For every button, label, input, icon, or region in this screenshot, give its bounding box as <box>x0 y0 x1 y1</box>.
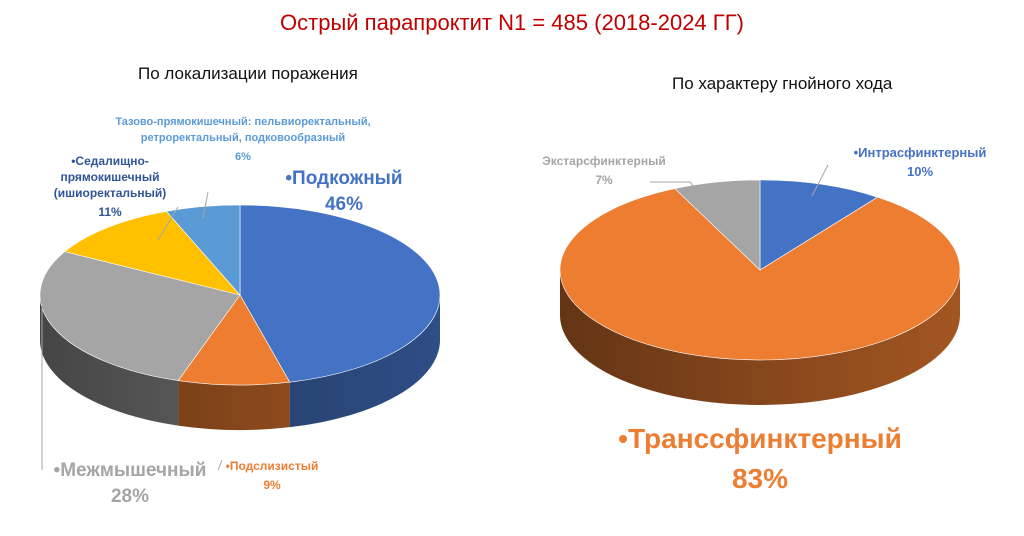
leader-line-4 <box>811 164 829 197</box>
leader-line-1 <box>202 191 209 219</box>
data-label-left-3-value: 11% <box>98 205 122 219</box>
data-label-left-0-name-0: •Подкожный <box>285 168 402 189</box>
data-labels: •Подкожный 46% •Подслизистый 9% •Межмышечный… <box>54 116 987 507</box>
data-label-left-4-value: 6% <box>235 151 251 163</box>
pie-left-slice-4 <box>165 204 241 296</box>
leader-line-0 <box>157 206 179 241</box>
chart-left-title: По локализации поражения <box>138 64 358 83</box>
data-label-right-1-value: 83% <box>732 463 788 494</box>
leader-lines <box>41 164 829 471</box>
pie-chart-right <box>559 179 961 405</box>
pie-left-sides <box>40 295 440 430</box>
pie-left-side-shading <box>40 295 440 430</box>
page-title: Острый парапроктит N1 = 485 (2018-2024 Г… <box>280 10 744 35</box>
data-label-left-1-value: 9% <box>263 478 281 492</box>
pie-left-slice-2 <box>39 251 241 381</box>
pie-right-slice-2 <box>674 179 761 271</box>
pie-left-slice-1 <box>177 294 291 386</box>
data-label-left-3-name-1: прямокишечный <box>60 170 159 184</box>
pie-left-slice-3 <box>64 210 241 296</box>
data-label-right-0: •Интрасфинктерный 10% <box>854 145 987 179</box>
pie-right-sides <box>560 270 960 405</box>
data-label-right-2-value: 7% <box>595 173 613 187</box>
data-label-left-4-name-1: ретроректальный, подковообразный <box>141 132 345 144</box>
data-label-left-3: •Седалищно-прямокишечный (ишиоректальный)… <box>54 154 167 219</box>
data-label-right-1-name-0: •Транссфинктерный <box>618 423 902 454</box>
data-label-left-1-name-0: •Подслизистый <box>226 459 319 473</box>
data-label-right-2: Экстарсфинктерный 7% <box>542 154 666 187</box>
pie-right-side-shading <box>560 270 960 405</box>
data-label-left-1: •Подслизистый 9% <box>226 459 319 492</box>
pie-left-top <box>39 204 441 386</box>
data-label-left-2: •Межмышечный 28% <box>54 460 207 507</box>
pie-chart-left <box>39 204 441 430</box>
pie-right-slice-0 <box>759 179 879 271</box>
data-label-left-4: Тазово-прямокишечный: пельвиоректальный,… <box>115 116 370 163</box>
pie-right-slice-1 <box>559 188 961 361</box>
leader-line-5 <box>650 181 706 201</box>
data-label-right-2-name-0: Экстарсфинктерный <box>542 154 666 168</box>
data-label-left-2-name-0: •Межмышечный <box>54 460 207 481</box>
chart-right-title: По характеру гнойного хода <box>672 74 893 93</box>
data-label-right-1: •Транссфинктерный 83% <box>618 423 902 494</box>
data-label-right-0-value: 10% <box>907 164 933 179</box>
pie-left-slice-0 <box>239 204 441 383</box>
pie-right-top <box>559 179 961 361</box>
leader-line-3 <box>217 459 223 471</box>
data-label-right-0-name-0: •Интрасфинктерный <box>854 145 987 160</box>
data-label-left-2-value: 28% <box>111 486 149 507</box>
data-label-left-3-name-0: •Седалищно- <box>71 154 149 168</box>
data-label-left-0: •Подкожный 46% <box>285 168 402 215</box>
data-label-left-3-name-2: (ишиоректальный) <box>54 186 167 200</box>
data-label-left-4-name-0: Тазово-прямокишечный: пельвиоректальный, <box>115 116 370 128</box>
data-label-left-0-value: 46% <box>325 194 363 215</box>
